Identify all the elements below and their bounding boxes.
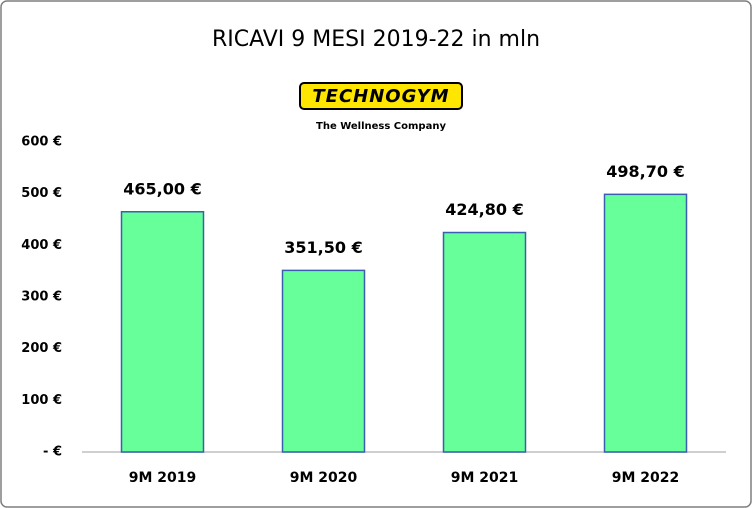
x-tick-label: 9M 2021: [451, 470, 519, 486]
value-label: 424,80 €: [445, 200, 523, 219]
y-tick-label: 300 €: [21, 290, 62, 305]
value-label: 498,70 €: [606, 162, 684, 181]
logo-tagline: The Wellness Company: [316, 121, 446, 132]
value-label: 351,50 €: [284, 238, 362, 257]
value-label: 465,00 €: [123, 179, 201, 198]
logo-text: TECHNOGYM: [312, 86, 449, 107]
bar: [120, 211, 205, 453]
y-tick-label: 600 €: [21, 135, 62, 150]
y-tick-label: 400 €: [21, 238, 62, 253]
bar: [442, 231, 527, 453]
chart-title: RICAVI 9 MESI 2019-22 in mln: [212, 27, 540, 52]
y-tick-label: 500 €: [21, 186, 62, 201]
x-tick-label: 9M 2019: [129, 470, 197, 486]
y-tick-label: 200 €: [21, 341, 62, 356]
y-tick-label: - €: [43, 445, 62, 460]
x-tick-label: 9M 2022: [612, 470, 680, 486]
bar: [281, 269, 366, 453]
x-tick-label: 9M 2020: [290, 470, 358, 486]
logo-box: [299, 82, 463, 110]
y-tick-label: 100 €: [21, 393, 62, 408]
bar: [603, 193, 688, 453]
